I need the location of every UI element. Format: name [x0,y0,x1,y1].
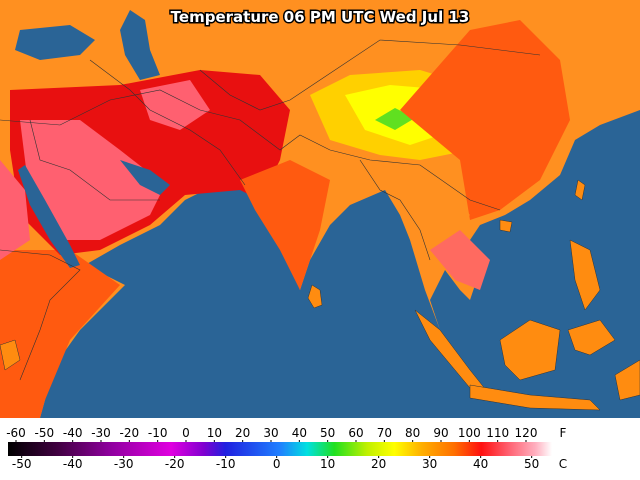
land [0,0,640,418]
color-scale [8,442,552,456]
unit-f: F [560,426,567,440]
f-tick-label: -60 [6,426,26,440]
c-tick-label: -20 [165,457,185,471]
c-tick-label: 0 [273,457,281,471]
f-tick-label: 90 [433,426,448,440]
f-tick-label: 80 [405,426,420,440]
f-tick-label: -30 [91,426,111,440]
f-tick-label: -40 [63,426,83,440]
c-tick-label: -50 [12,457,32,471]
f-tick-label: -10 [148,426,168,440]
c-tick-label: 10 [320,457,335,471]
f-tick-label: 20 [235,426,250,440]
f-tick-label: 50 [320,426,335,440]
map-title: Temperature 06 PM UTC Wed Jul 13 [171,8,470,26]
f-tick-label: 30 [263,426,278,440]
f-tick-label: 40 [292,426,307,440]
islands [0,179,640,411]
f-tick-label: 120 [515,426,538,440]
c-tick-label: -40 [63,457,83,471]
c-tick-label: -30 [114,457,134,471]
f-tick-label: 60 [348,426,363,440]
f-tick-label: 70 [377,426,392,440]
c-tick-label: 30 [422,457,437,471]
f-tick-label: -50 [35,426,55,440]
unit-c: C [559,457,567,471]
f-tick-label: 10 [207,426,222,440]
f-tick-label: 110 [486,426,509,440]
c-tick-label: 20 [371,457,386,471]
c-tick-label: 50 [524,457,539,471]
f-tick-label: -20 [120,426,140,440]
inland-water [15,10,170,268]
c-tick-label: 40 [473,457,488,471]
f-tick-label: 0 [182,426,190,440]
f-tick-label: 100 [458,426,481,440]
c-tick-label: -10 [216,457,236,471]
borders [0,39,541,381]
